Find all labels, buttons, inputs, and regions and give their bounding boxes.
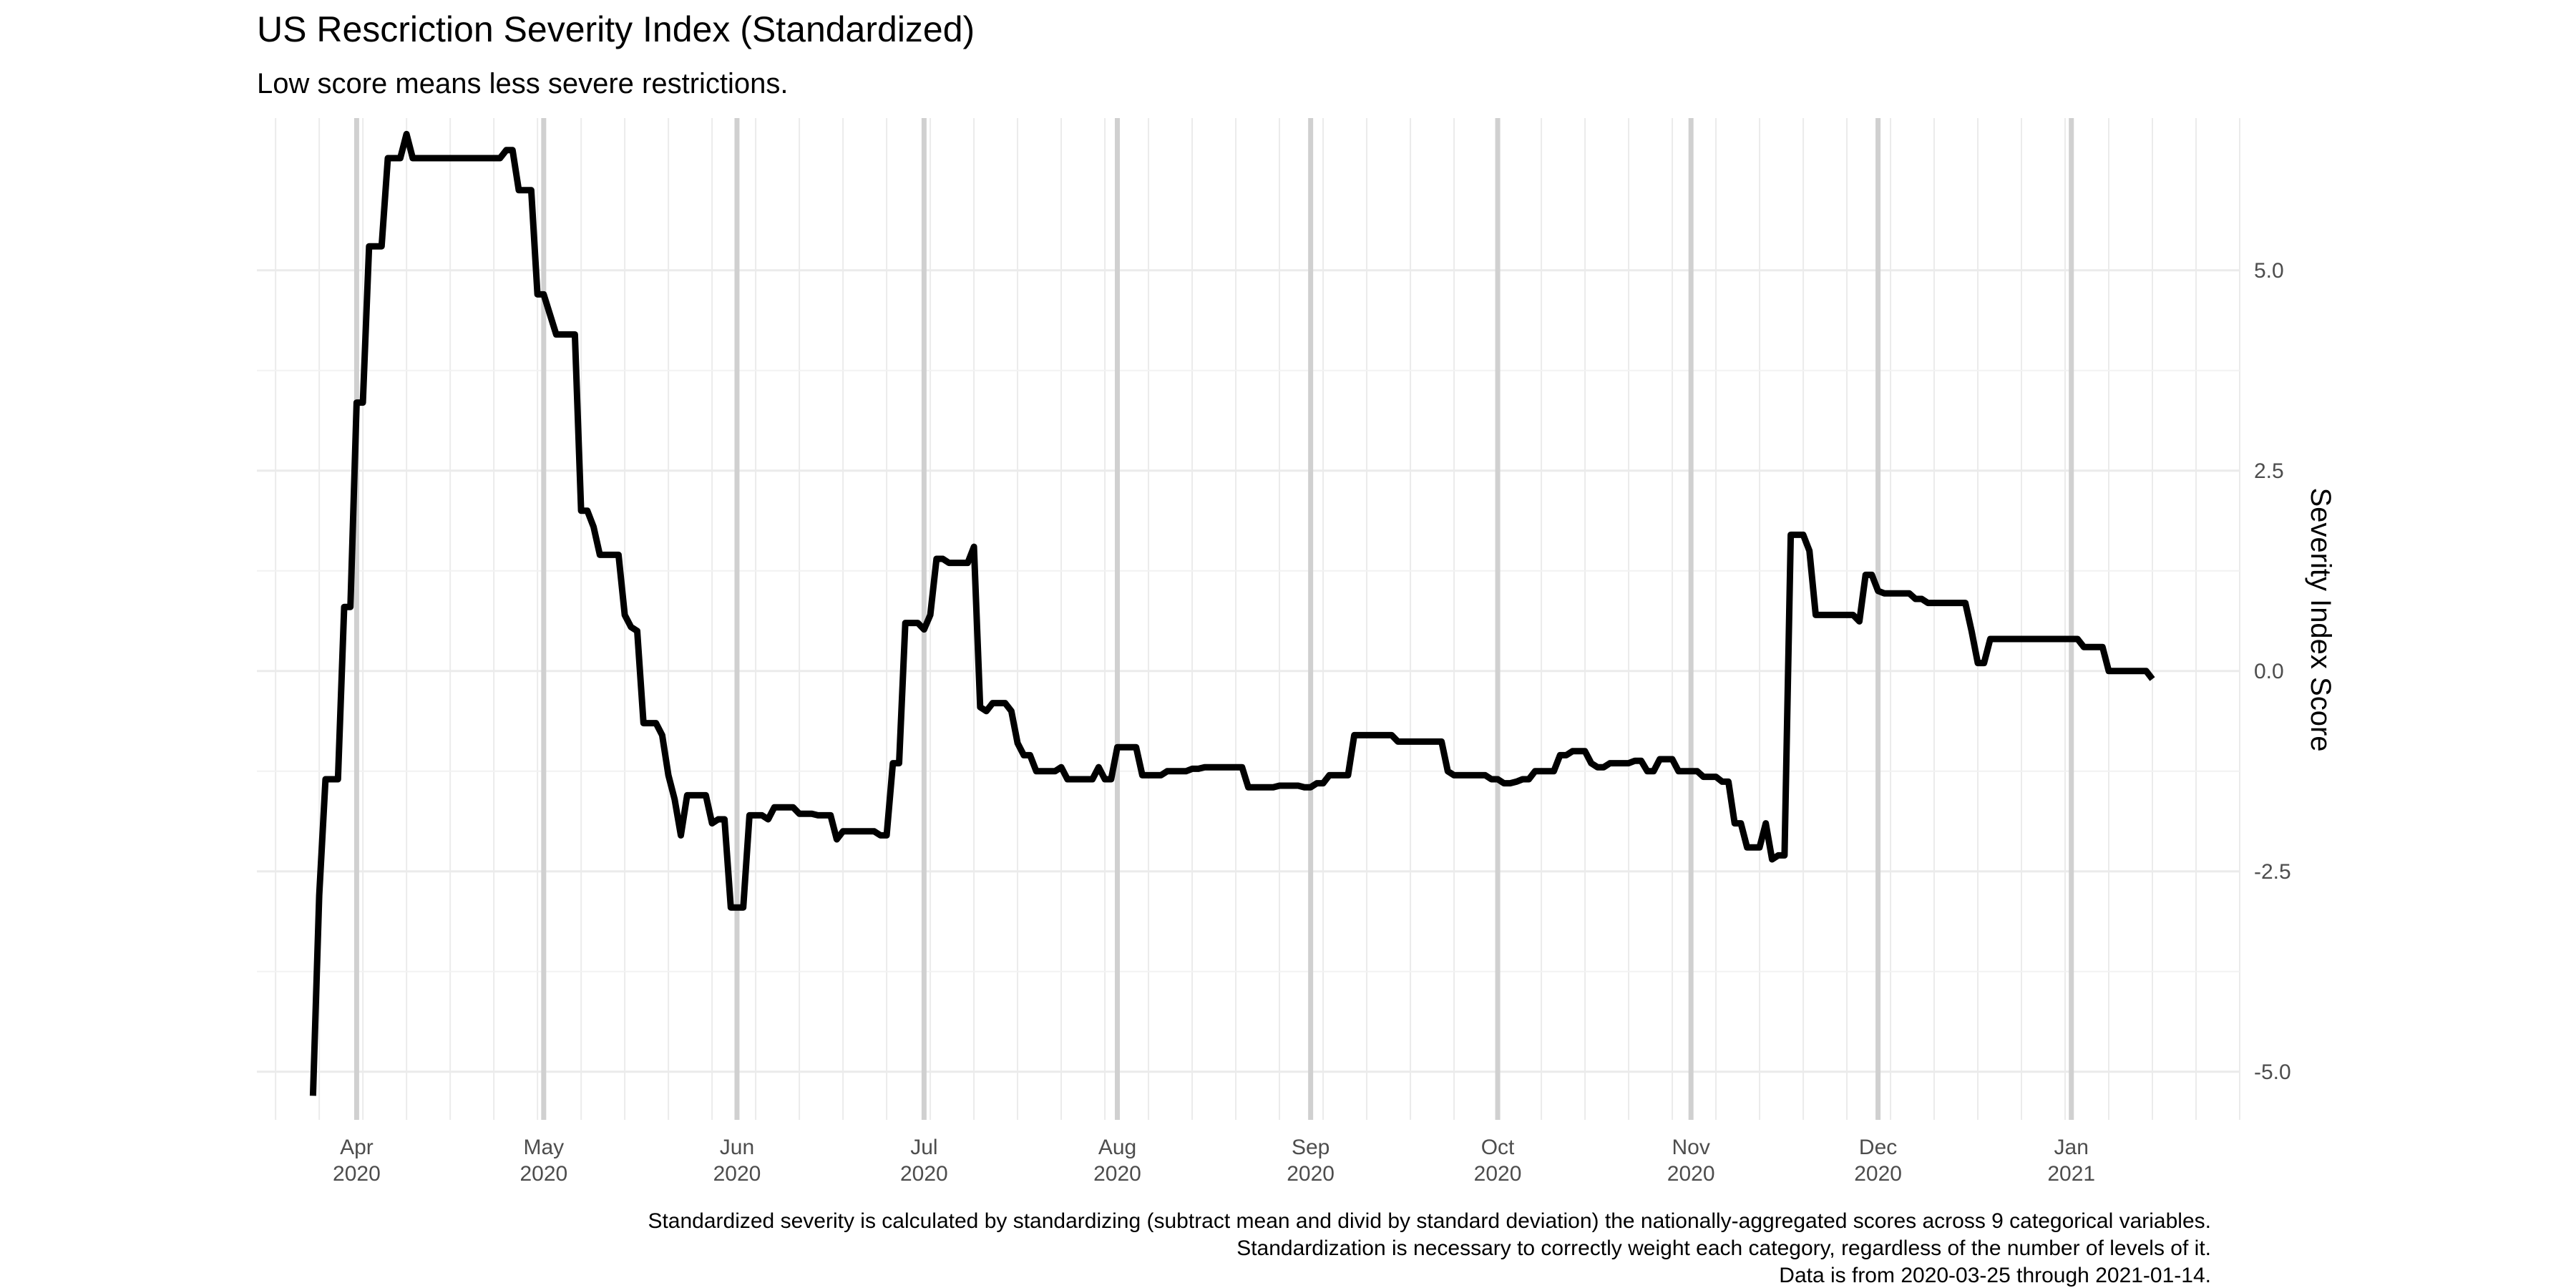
x-tick-label-month: Oct (1481, 1136, 1515, 1159)
caption-line-2: Standardization is necessary to correctl… (1236, 1236, 2211, 1260)
y-tick-label: 0.0 (2254, 660, 2284, 683)
x-tick-label-month: Jul (910, 1136, 937, 1159)
x-tick-label-month: Dec (1859, 1136, 1897, 1159)
grid (257, 118, 2240, 1120)
x-tick-label-month: Jun (720, 1136, 754, 1159)
x-tick-label-year: 2020 (519, 1162, 567, 1186)
caption-line-3: Data is from 2020-03-25 through 2021-01-… (1779, 1264, 2211, 1287)
x-tick-label-year: 2020 (1854, 1162, 1902, 1186)
x-tick-label-year: 2020 (1474, 1162, 1522, 1186)
series-layer (309, 130, 2155, 1096)
y-tick-label: -2.5 (2254, 860, 2291, 884)
x-tick-label-month: Apr (340, 1136, 374, 1159)
y-axis-title: Severity Index Score (2305, 487, 2336, 751)
x-tick-label-year: 2020 (1667, 1162, 1715, 1186)
x-tick-label-month: Jan (2054, 1136, 2089, 1159)
caption-line-1: Standardized severity is calculated by s… (648, 1209, 2211, 1233)
x-tick-label-month: May (523, 1136, 564, 1159)
x-tick-label-year: 2020 (1093, 1162, 1141, 1186)
x-tick-label-year: 2020 (713, 1162, 761, 1186)
x-tick-label-year: 2020 (333, 1162, 381, 1186)
chart-title: US Rescriction Severity Index (Standardi… (257, 9, 975, 49)
chart-subtitle: Low score means less severe restrictions… (257, 68, 789, 99)
tick-labels: 5.0 2.5 0.0 -2.5 -5.0 Apr 2020 May 2020 Jun 2020 Ju… (333, 259, 2291, 1186)
x-tick-label-month: Aug (1098, 1136, 1136, 1159)
x-tick-label-year: 2020 (900, 1162, 948, 1186)
y-tick-label: 2.5 (2254, 459, 2284, 483)
y-tick-label: 5.0 (2254, 259, 2284, 283)
x-tick-label-year: 2021 (2047, 1162, 2095, 1186)
y-tick-label: -5.0 (2254, 1060, 2291, 1084)
x-tick-label-month: Sep (1292, 1136, 1330, 1159)
series-line (309, 130, 2155, 1096)
x-tick-label-year: 2020 (1287, 1162, 1335, 1186)
x-tick-label-month: Nov (1672, 1136, 1710, 1159)
